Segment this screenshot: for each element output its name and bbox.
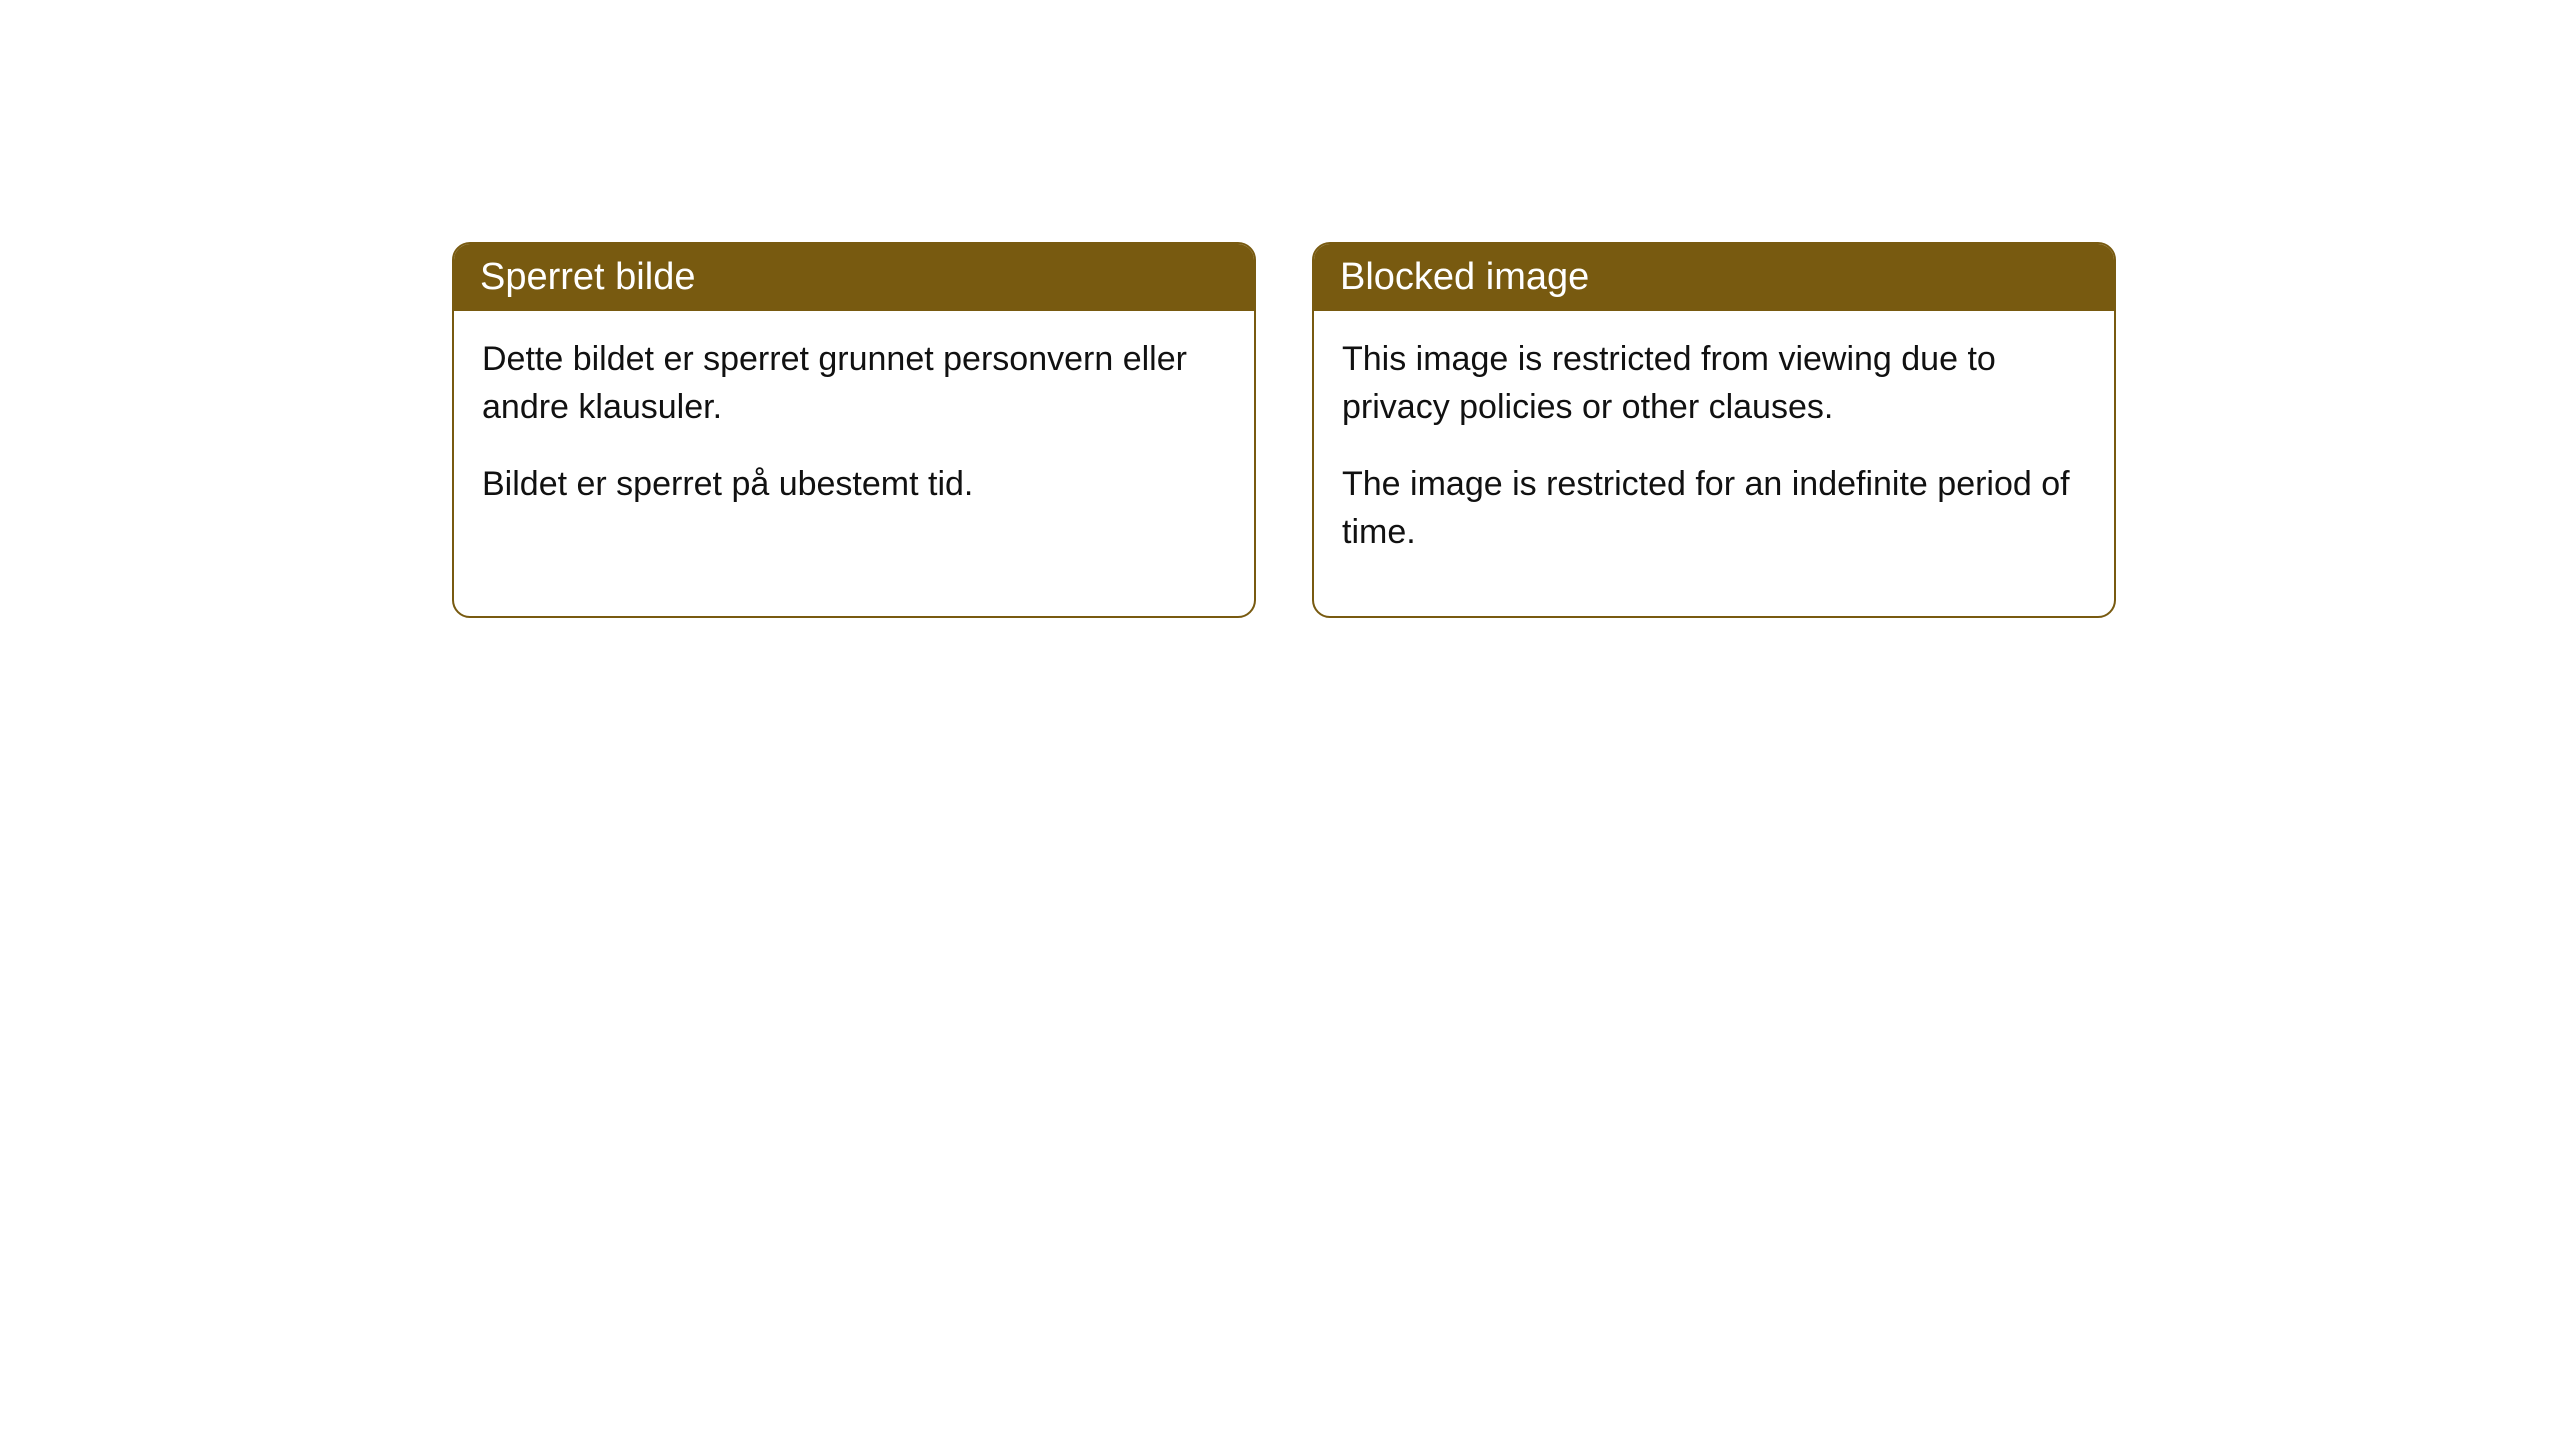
notice-cards-container: Sperret bilde Dette bildet er sperret gr… — [452, 242, 2116, 618]
card-title: Sperret bilde — [480, 256, 695, 298]
card-paragraph: This image is restricted from viewing du… — [1342, 335, 2086, 432]
card-header-norwegian: Sperret bilde — [454, 244, 1254, 311]
card-paragraph: The image is restricted for an indefinit… — [1342, 460, 2086, 557]
card-paragraph: Dette bildet er sperret grunnet personve… — [482, 335, 1226, 432]
notice-card-norwegian: Sperret bilde Dette bildet er sperret gr… — [452, 242, 1256, 618]
card-title: Blocked image — [1340, 256, 1589, 298]
notice-card-english: Blocked image This image is restricted f… — [1312, 242, 2116, 618]
card-body-english: This image is restricted from viewing du… — [1314, 311, 2114, 616]
card-header-english: Blocked image — [1314, 244, 2114, 311]
card-body-norwegian: Dette bildet er sperret grunnet personve… — [454, 311, 1254, 568]
card-paragraph: Bildet er sperret på ubestemt tid. — [482, 460, 1226, 508]
